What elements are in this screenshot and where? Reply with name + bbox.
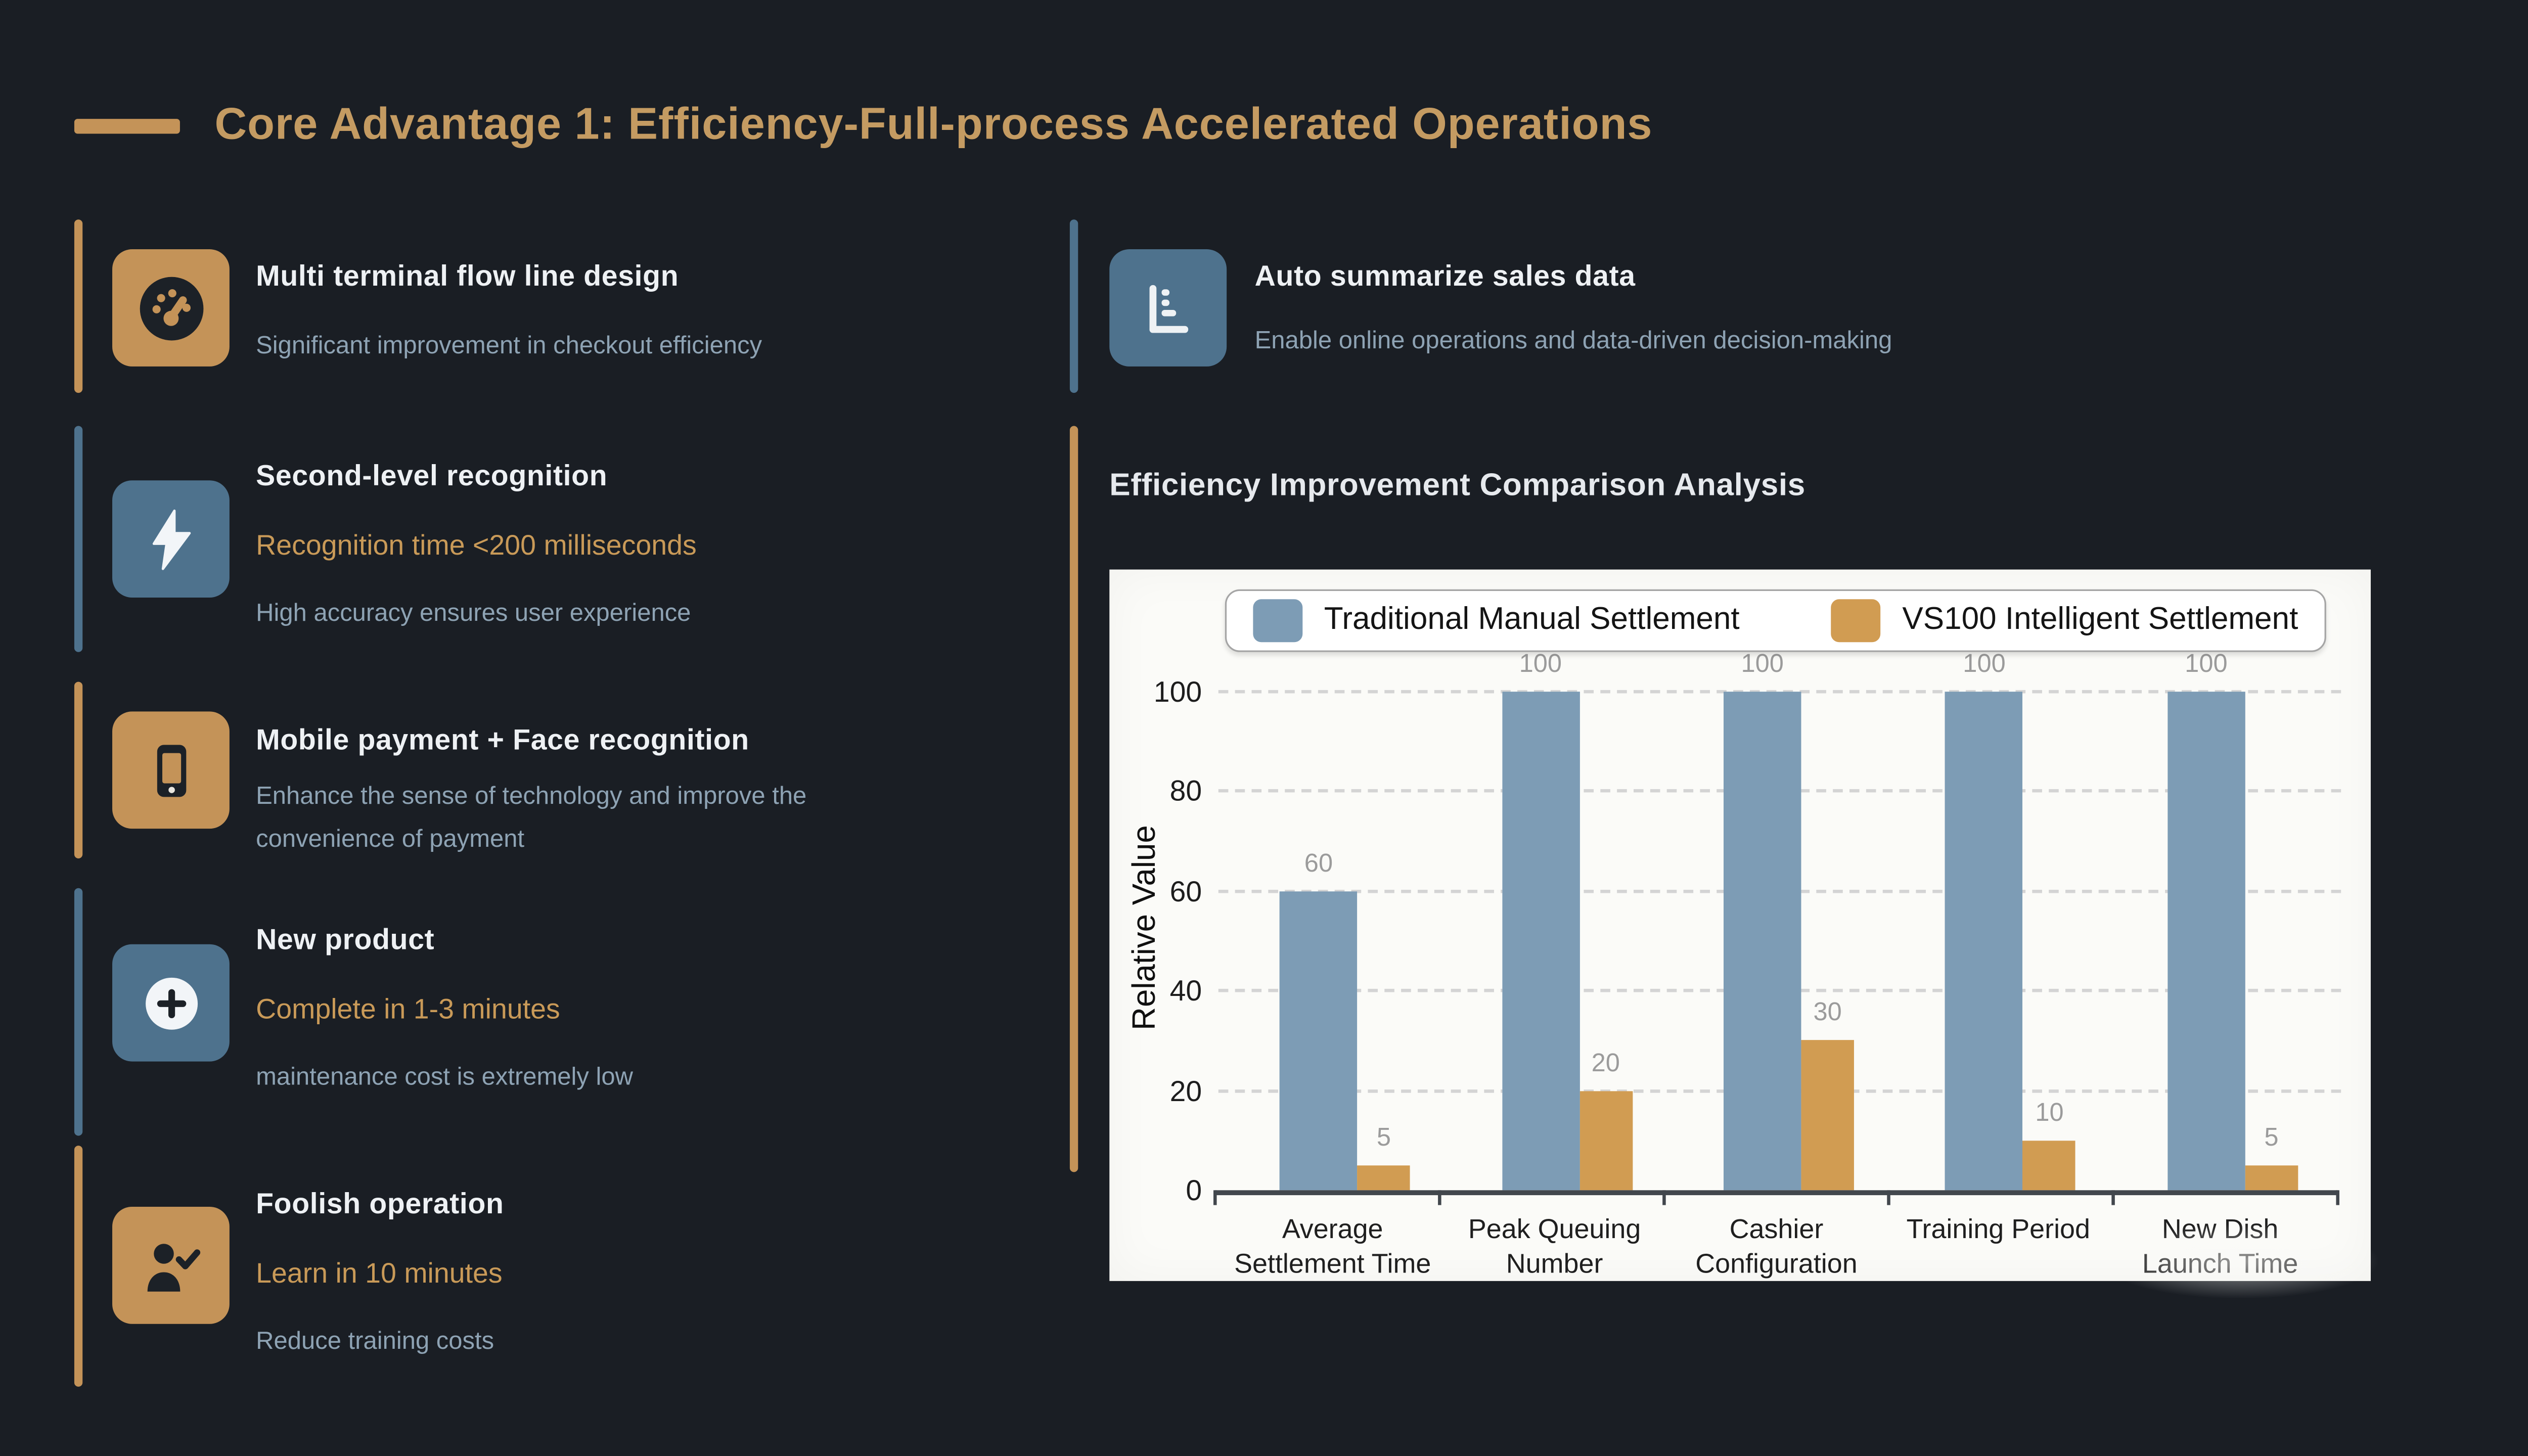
horizontal-bar-chart-icon — [1109, 249, 1227, 367]
x-axis-tick — [2111, 1190, 2115, 1205]
feature-accent-bar — [74, 426, 83, 652]
bar-traditional — [1502, 692, 1579, 1191]
bar-traditional — [1945, 692, 2023, 1191]
feature-accent-bar — [1069, 219, 1078, 393]
x-axis-tick — [1662, 1190, 1666, 1205]
feature-description: Significant improvement in checkout effi… — [256, 332, 762, 360]
y-axis-tick-label: 60 — [1169, 874, 1202, 908]
bar-value-label: 30 — [1813, 999, 1842, 1028]
bar-vs100 — [1357, 1165, 1411, 1191]
legend-item: Traditional Manual Settlement — [1253, 599, 1740, 643]
y-axis-tick-label: 20 — [1169, 1074, 1202, 1107]
x-axis-tick — [1213, 1190, 1217, 1205]
bar-vs100 — [2245, 1165, 2298, 1191]
smartphone-icon-glyph — [156, 744, 186, 796]
feature-title: Foolish operation — [256, 1187, 504, 1220]
legend-item: VS100 Intelligent Settlement — [1831, 599, 2298, 643]
x-axis-tick — [1437, 1190, 1442, 1205]
person-check-icon — [112, 1206, 230, 1324]
bar-value-label: 20 — [1591, 1049, 1620, 1077]
feature-description: High accuracy ensures user experience — [256, 599, 691, 627]
bar-value-label: 100 — [2185, 650, 2228, 679]
comparison-chart: Traditional Manual Settlement VS100 Intel… — [1109, 569, 2381, 1299]
gauge-icon — [112, 249, 230, 367]
feature-title: Mobile payment + Face recognition — [256, 723, 749, 756]
chart-legend: Traditional Manual Settlement VS100 Intel… — [1225, 589, 2326, 652]
x-axis-category-label: Average Settlement Time — [1234, 1215, 1431, 1280]
bar-value-label: 100 — [1963, 650, 2006, 679]
feature-description: maintenance cost is extremely low — [256, 1063, 634, 1091]
image-artifact-smudge — [2100, 1223, 2381, 1299]
feature-title: Multi terminal flow line design — [256, 259, 679, 292]
lightning-bolt-icon — [112, 480, 230, 598]
feature-description: Enhance the sense of technology and impr… — [256, 782, 807, 854]
bar-value-label: 10 — [2035, 1099, 2064, 1127]
plus-circle-icon — [112, 944, 230, 1062]
x-axis-tick — [1886, 1190, 1891, 1205]
bar-traditional — [1280, 891, 1358, 1191]
legend-swatch — [1253, 599, 1303, 643]
bar-vs100 — [1801, 1040, 1854, 1191]
bar-value-label: 100 — [1519, 650, 1562, 679]
chart-plot-area: 0 20 40 60 80 100 60 5 Average Settlement Time 100… — [1109, 570, 2371, 1281]
x-axis-line — [1215, 1190, 2338, 1195]
bar-vs100 — [1579, 1090, 1633, 1191]
bar-value-label: 100 — [1741, 650, 1784, 679]
chart-section-title: Efficiency Improvement Comparison Analys… — [1109, 469, 1805, 504]
feature-accent-bar — [74, 1146, 83, 1387]
bar-vs100 — [2023, 1140, 2076, 1191]
chart-section-accent-bar — [1069, 426, 1078, 1172]
slide-title: Core Advantage 1: Efficiency-Full-proces… — [214, 99, 1653, 149]
y-axis-tick-label: 80 — [1169, 775, 1202, 808]
bar-value-label: 60 — [1304, 849, 1333, 878]
bar-traditional — [2167, 692, 2245, 1191]
legend-swatch — [1831, 599, 1881, 643]
y-axis-tick-label: 100 — [1153, 675, 1202, 708]
bar-value-label: 5 — [2264, 1124, 2279, 1152]
legend-label: VS100 Intelligent Settlement — [1902, 602, 2298, 638]
feature-accent-bar — [74, 681, 83, 858]
horizontal-bar-chart-icon-glyph — [1148, 284, 1188, 332]
bar-traditional — [1723, 692, 1801, 1191]
feature-description: Enable online operations and data-driven… — [1254, 327, 1892, 355]
smartphone-icon — [112, 711, 230, 829]
x-axis-tick — [2335, 1190, 2340, 1205]
person-check-icon-glyph — [147, 1243, 200, 1291]
plus-circle-icon-glyph — [145, 977, 197, 1029]
feature-description: Reduce training costs — [256, 1327, 494, 1355]
feature-highlight: Learn in 10 minutes — [256, 1258, 503, 1290]
feature-title: Auto summarize sales data — [1254, 259, 1636, 292]
x-axis-category-label: Peak Queuing Number — [1468, 1215, 1641, 1280]
x-axis-category-label: Training Period — [1906, 1215, 2090, 1245]
feature-accent-bar — [74, 219, 83, 393]
feature-highlight: Recognition time <200 milliseconds — [256, 530, 697, 562]
feature-accent-bar — [74, 888, 83, 1136]
gauge-icon-glyph — [139, 276, 203, 340]
x-axis-category-label: Cashier Configuration — [1695, 1215, 1858, 1280]
lightning-bolt-icon-glyph — [152, 509, 190, 569]
feature-title: Second-level recognition — [256, 459, 608, 492]
y-axis-tick-label: 40 — [1169, 974, 1202, 1008]
bar-value-label: 5 — [1376, 1124, 1391, 1152]
feature-highlight: Complete in 1-3 minutes — [256, 993, 560, 1025]
title-accent-dash — [74, 119, 180, 134]
feature-title: New product — [256, 923, 435, 956]
legend-label: Traditional Manual Settlement — [1324, 602, 1740, 638]
y-axis-tick-label: 0 — [1186, 1173, 1202, 1207]
